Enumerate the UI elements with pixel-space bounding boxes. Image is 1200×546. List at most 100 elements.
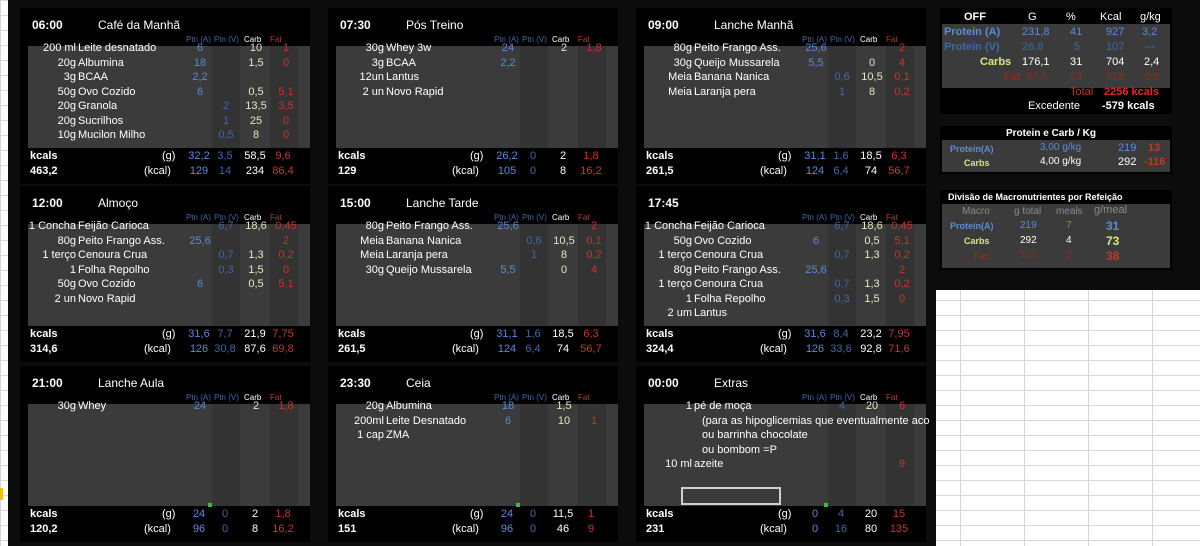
kcals-label: kcals <box>30 328 58 340</box>
divisao-header: meals <box>1056 206 1083 217</box>
item-food: Leite Desnatado <box>386 414 467 427</box>
item-ptn-a: 25,6 <box>805 42 827 54</box>
total-kcal-carb: 46 <box>556 523 570 535</box>
total-kcal-carb: 74 <box>556 343 570 355</box>
col-header-ptn-a: Ptn (A) <box>802 213 827 222</box>
divisao-meals: 7 <box>1066 220 1072 231</box>
item-carb: 10,5 <box>553 234 575 247</box>
item-carb: 1,3 <box>864 278 880 290</box>
item-food: Cenoura Crua <box>694 249 764 261</box>
item-food: pé de moça <box>694 400 752 412</box>
divisao-header: g total <box>1014 206 1042 217</box>
col-header-ptn-a: Ptn (A) <box>494 393 519 402</box>
total-g-ptn-a: 32,2 <box>188 150 210 162</box>
item-ptn-a: 25,6 <box>805 263 827 276</box>
excedente-value: -579 kcals <box>1102 100 1155 112</box>
meal-panel: 09:00 Lanche Manhã Ptn (A) Ptn (V) Carb Fat 80… <box>636 8 926 184</box>
total-g-ptn-v: 0 <box>221 508 229 520</box>
item-qty: 20g <box>57 56 76 69</box>
item-ptn-v: 0,3 <box>218 263 234 276</box>
meal-time: 00:00 <box>648 376 679 390</box>
kcal-label: (kcal) <box>452 165 479 177</box>
item-fat: 0,1 <box>894 71 910 83</box>
item-qty: 30g <box>365 263 384 276</box>
col-header-ptn-a: Ptn (A) <box>802 393 827 402</box>
meal-panel: 15:00 Lanche Tarde Ptn (A) Ptn (V) Carb Fat 80… <box>328 186 618 362</box>
item-ptn-a: 2,2 <box>500 56 516 69</box>
item-qty: 2 un <box>362 85 384 98</box>
total-g-carb: 21,9 <box>244 328 266 340</box>
total-kcal-ptn-v: 6,4 <box>525 343 541 355</box>
total-g-ptn-v: 1,6 <box>833 150 849 162</box>
total-g-carb: 2 <box>559 150 567 162</box>
summary-gkg: 2,4 <box>1144 56 1160 68</box>
total-kcal-ptn-v: 0 <box>221 523 229 535</box>
col-header-ptn-v: Ptn (V) <box>830 213 855 222</box>
item-food: Peito Frango Ass. <box>78 234 165 247</box>
g-label: (g) <box>162 150 176 162</box>
summary-g: 57,5 <box>1026 71 1048 83</box>
total-g-ptn-a: 24 <box>192 508 206 520</box>
item-fat: 1 <box>282 42 290 54</box>
selected-cell[interactable] <box>681 487 781 505</box>
total-g-ptn-v: 3,5 <box>217 150 233 162</box>
col-header-carb: Carb <box>244 213 262 222</box>
item-food: Ovo Cozido <box>694 234 752 247</box>
total-kcal-carb: 87,6 <box>244 343 266 355</box>
item-ptn-v: 1 <box>838 85 846 98</box>
pc-per: 3,00 g/kg <box>1040 142 1082 153</box>
total-kcal-ptn-v: 30,8 <box>214 343 236 355</box>
comment-marker <box>208 503 212 507</box>
summary-gkg: 3,2 <box>1142 26 1158 38</box>
meal-kcal-total: 261,5 <box>646 165 674 177</box>
total-g-fat: 7,95 <box>888 328 910 340</box>
item-fat: 9 <box>898 458 906 470</box>
pc-val: 219 <box>1118 142 1137 154</box>
summary-label: Protein (V) <box>944 41 1000 53</box>
meal-time: 23:30 <box>340 376 371 390</box>
item-ptn-v: 0,3 <box>834 292 850 305</box>
col-header-fat: Fat <box>270 393 282 402</box>
meal-panel: 23:30 Ceia Ptn (A) Ptn (V) Carb Fat 20g Albumin… <box>328 366 618 542</box>
item-food: Leite desnatado <box>78 42 157 54</box>
total-kcal-fat: 9 <box>587 523 595 535</box>
total-kcal-fat: 135 <box>889 523 909 535</box>
item-ptn-a: 2,2 <box>192 71 208 83</box>
item-qty: 10 ml <box>665 458 692 470</box>
item-fat: 2 <box>282 234 290 247</box>
col-header-carb: Carb <box>860 393 878 402</box>
kcal-label: (kcal) <box>144 165 171 177</box>
item-qty: 80g <box>673 263 692 276</box>
summary-header-off: OFF <box>964 11 986 23</box>
total-g-ptn-a: 0 <box>811 508 819 520</box>
item-fat: 5,1 <box>278 278 294 290</box>
meal-panel: 00:00 Extras Ptn (A) Ptn (V) Carb Fat 1 pé de m… <box>636 366 929 542</box>
total-g-carb: 2 <box>251 508 259 520</box>
item-ptn-v: 0,7 <box>218 249 234 261</box>
item-food: Feijão Carioca <box>78 220 149 232</box>
total-label: Total <box>1070 86 1094 98</box>
item-food: Lantus <box>386 71 420 83</box>
item-fat: 0,1 <box>586 234 602 247</box>
item-fat: 1,8 <box>278 400 294 412</box>
g-label: (g) <box>778 328 792 340</box>
item-qty: 1 terço <box>42 249 76 261</box>
meal-name: Lanche Tarde <box>406 196 479 210</box>
item-qty: 50g <box>57 85 76 98</box>
summary-label: Protein (A) <box>944 26 1001 38</box>
item-fat: 5,1 <box>278 85 294 98</box>
item-carb: 2 <box>252 400 260 412</box>
item-carb: 1,5 <box>248 263 264 276</box>
item-ptn-a: 6 <box>196 42 204 54</box>
total-g-carb: 18,5 <box>552 328 574 340</box>
item-carb: 8 <box>868 85 876 98</box>
item-ptn-v: 0,7 <box>834 278 850 290</box>
col-header-fat: Fat <box>578 213 590 222</box>
summary-pct: 5 <box>1074 41 1081 53</box>
g-label: (g) <box>470 508 484 520</box>
item-qty: Meia <box>360 249 384 261</box>
col-header-ptn-v: Ptn (V) <box>214 213 239 222</box>
meal-name: Lanche Aula <box>98 376 165 390</box>
total-kcal-fat: 71,6 <box>888 343 910 355</box>
item-qty: 80g <box>365 220 384 232</box>
